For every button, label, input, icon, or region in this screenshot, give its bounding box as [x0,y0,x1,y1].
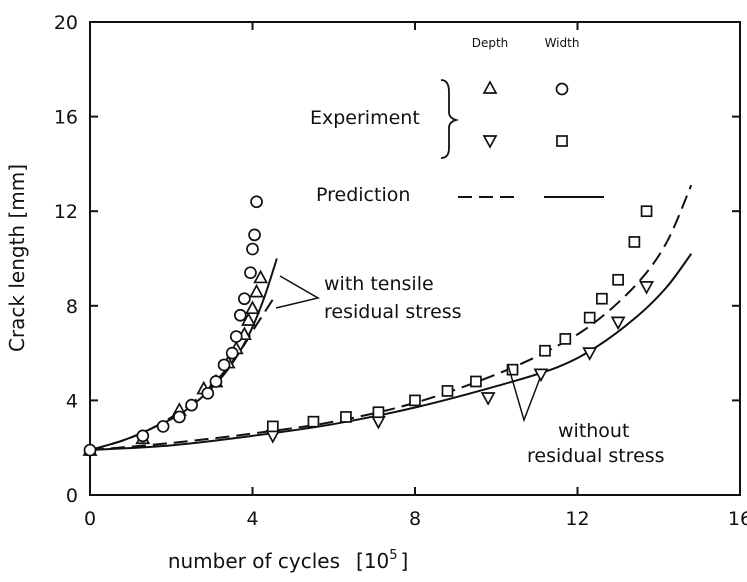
data-point-triangle-down [610,316,626,331]
data-point-triangle-down [582,347,598,361]
data-point-circle [173,410,186,424]
data-point-square [583,311,596,324]
data-point-triangle-up [245,300,260,315]
data-point-triangle-down [371,415,386,430]
data-point-circle [238,292,251,306]
annotation-without: without residual stress [507,364,665,467]
y-tick-label: 16 [54,107,78,129]
data-point-circle [209,375,223,388]
data-point-triangle-down [639,281,654,295]
data-point-square [266,420,279,433]
data-point-circle [233,308,247,322]
data-point-square [340,411,352,423]
x-axis-label: number of cycles [168,549,340,573]
data-point-circle [246,242,259,256]
data-point-square [596,292,608,305]
data-point-circle [201,386,215,400]
data-point-triangle-down [265,430,281,444]
legend-col-depth: Depth [472,36,509,50]
data-point-circle [156,420,170,433]
y-tick-label: 8 [66,296,78,318]
data-point-circle [229,330,243,343]
x-tick-label: 0 [84,508,96,530]
y-tick-label: 0 [66,485,78,507]
data-point-square [409,394,421,407]
legend-col-width: Width [545,36,580,50]
legend-circle-icon [555,82,569,96]
data-point-square [612,273,624,286]
legend-triangle-down-icon [482,135,498,149]
legend-triangle-up-icon [482,80,498,94]
data-point-circle [244,266,257,280]
y-tick-label: 20 [54,12,78,34]
data-point-triangle-up [253,269,269,284]
legend: Depth Width Experiment Prediction [310,36,604,206]
data-point-circle [217,358,231,372]
axis-ticks: 0 4 8 12 16 0 4 8 12 16 20 [54,12,747,530]
data-point-triangle-up [241,312,256,326]
data-point-circle [185,398,198,412]
legend-square-icon [556,135,568,147]
annotation-with-tensile: with tensile residual stress [275,273,462,323]
x-tick-label: 12 [565,508,589,530]
prediction-width-curve [89,253,693,452]
data-point-triangle-down [533,368,549,383]
data-point-circle [136,429,150,443]
annotation-with-tensile-line1: with tensile [324,273,434,295]
data-point-square [506,363,519,376]
data-point-triangle-down [480,392,496,406]
x-unit-exp: 5 [389,548,397,563]
annotation-with-tensile-line2: residual stress [324,301,462,323]
data-point-triangle-up [249,283,264,298]
annotation-without-pointer [507,364,541,423]
x-axis-unit: [105] [356,548,408,573]
legend-experiment-label: Experiment [310,107,420,129]
annotation-without-line1: without [558,420,629,442]
data-point-square [559,333,572,345]
data-point-circle [250,195,263,209]
data-point-circle [225,346,239,360]
plot-frame [89,21,741,496]
data-point-square [640,205,653,218]
annotation-with-tensile-pointer [275,275,321,309]
prediction-depth-curve [89,184,693,452]
data-point-circle [248,228,261,242]
data-point-square [372,406,385,419]
annotation-without-line2: residual stress [527,445,665,467]
data-point-square [441,385,454,397]
data-point-square [628,236,641,248]
data-point-square [539,344,551,357]
y-axis-label: Crack length [mm] [5,164,29,352]
data-point-circle [83,443,97,457]
x-tick-label: 16 [728,508,747,530]
y-tick-label: 12 [54,201,78,223]
data-point-square [470,375,482,388]
x-tick-label: 4 [246,508,258,530]
experiment-markers [82,195,654,457]
legend-brace [440,79,460,159]
x-unit-base: 10 [364,549,389,573]
data-point-square [307,415,320,428]
y-tick-label: 4 [66,390,78,412]
x-tick-label: 8 [409,508,421,530]
legend-prediction-label: Prediction [316,184,410,206]
